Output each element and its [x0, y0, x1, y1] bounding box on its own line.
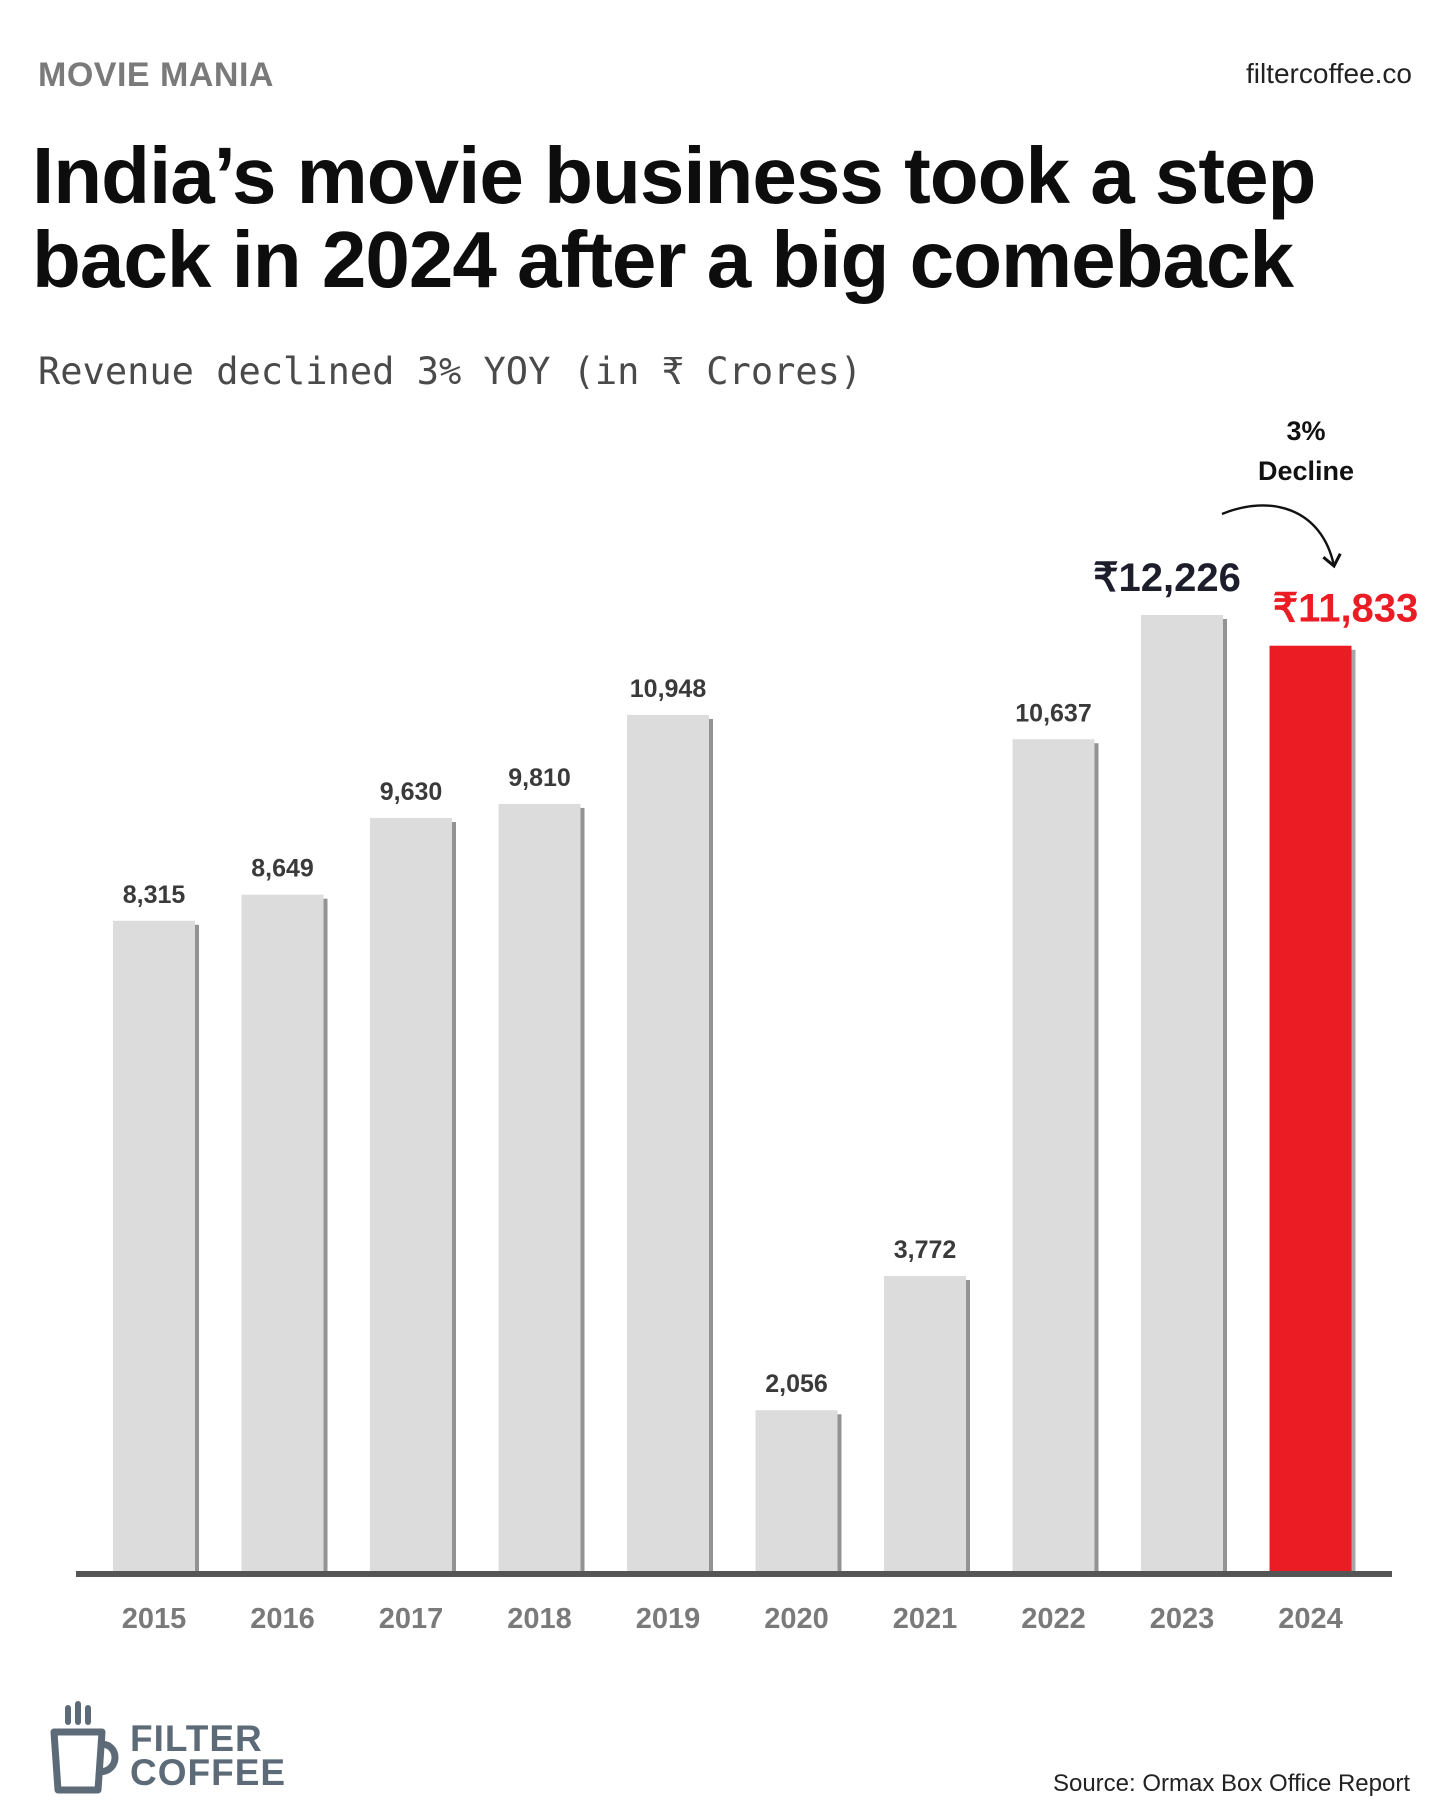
logo-text-filter: FILTER [130, 1718, 263, 1759]
bar-2015 [113, 920, 195, 1571]
x-tick-2015: 2015 [122, 1603, 187, 1635]
annotation-line1: 3% [1286, 416, 1325, 446]
chart-subtitle: Revenue declined 3% YOY (in ₹ Crores) [38, 350, 863, 393]
data-label-2023: ₹12,226 [1093, 556, 1241, 600]
data-label-2018: 9,810 [508, 764, 571, 792]
bar-2024 [1269, 645, 1352, 1571]
bar-2018 [498, 803, 581, 1571]
page-title: India’s movie business took a step back … [32, 131, 1316, 304]
data-label-2016: 8,649 [251, 855, 314, 883]
x-tick-2023: 2023 [1150, 1603, 1215, 1635]
site-link[interactable]: filtercoffee.co [1245, 58, 1412, 89]
bar-2016 [241, 894, 324, 1571]
data-label-2017: 9,630 [380, 778, 443, 806]
data-label-2019: 10,948 [630, 675, 707, 703]
x-tick-2016: 2016 [250, 1603, 315, 1635]
data-label-2022: 10,637 [1015, 699, 1091, 727]
data-label-2015: 8,315 [123, 881, 186, 909]
bar-2022 [1012, 739, 1095, 1571]
annotation-line2: Decline [1258, 456, 1354, 486]
x-tick-2018: 2018 [507, 1603, 572, 1635]
bar-2019 [627, 714, 709, 1571]
x-tick-2019: 2019 [636, 1603, 701, 1635]
x-tick-2020: 2020 [764, 1603, 829, 1635]
x-tick-2017: 2017 [379, 1603, 444, 1635]
section-label: MOVIE MANIA [38, 56, 274, 94]
coffee-cup-icon [50, 1701, 119, 1794]
bar-2020 [755, 1410, 838, 1571]
data-label-2021: 3,772 [894, 1236, 957, 1264]
data-label-2024: ₹11,833 [1273, 587, 1419, 631]
x-tick-2022: 2022 [1021, 1603, 1086, 1635]
x-tick-2024: 2024 [1278, 1603, 1343, 1635]
filter-coffee-logo: FILTER COFFEE [48, 1700, 288, 1800]
bar-2017 [370, 817, 452, 1571]
data-label-2020: 2,056 [765, 1370, 828, 1398]
logo-text-coffee: COFFEE [130, 1752, 287, 1793]
source-note: Source: Ormax Box Office Report [1052, 1770, 1410, 1797]
revenue-bar-chart: 8,315 8,649 9,630 9,810 10,948 2,056 3,772 10,6… [76, 416, 1419, 1635]
decline-arrow [1221, 504, 1342, 569]
x-tick-2021: 2021 [893, 1603, 958, 1635]
bar-2021 [884, 1276, 966, 1571]
bar-2023 [1141, 615, 1223, 1571]
